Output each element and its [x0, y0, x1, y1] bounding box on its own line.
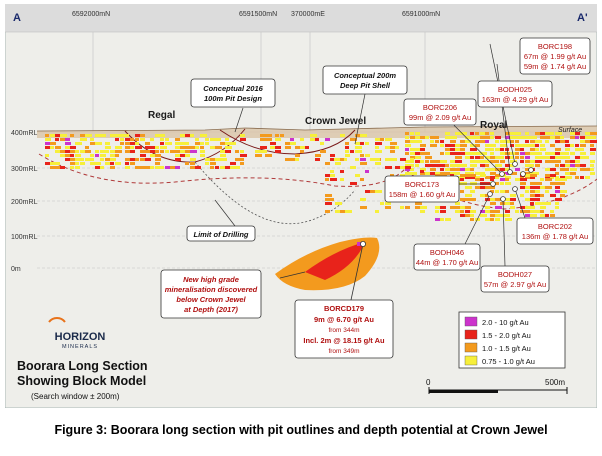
grid-label-100: 100mRL	[11, 234, 38, 241]
svg-text:at Depth (2017): at Depth (2017)	[184, 305, 238, 314]
svg-text:100m Pit Design: 100m Pit Design	[204, 94, 262, 103]
deposit-crown-jewel: Crown Jewel	[305, 116, 366, 127]
svg-text:New high grade: New high grade	[183, 275, 239, 284]
svg-text:Incl. 2m @ 18.15 g/t Au: Incl. 2m @ 18.15 g/t Au	[303, 336, 385, 345]
svg-text:BODH027: BODH027	[498, 270, 532, 279]
section-start-label: A	[13, 12, 21, 24]
long-section-figure: A A' 6592000mN 6591500mN 370000mE 659100…	[5, 4, 597, 408]
svg-text:67m @ 1.99 g/t Au: 67m @ 1.99 g/t Au	[524, 52, 586, 61]
svg-text:158m @ 1.60 g/t Au: 158m @ 1.60 g/t Au	[389, 190, 455, 199]
svg-text:BORC173: BORC173	[405, 180, 439, 189]
svg-text:Conceptual 200m: Conceptual 200m	[334, 71, 396, 80]
svg-text:59m @ 1.74 g/t Au: 59m @ 1.74 g/t Au	[524, 62, 586, 71]
svg-text:BORC202: BORC202	[538, 222, 572, 231]
title-line-2: Showing Block Model	[17, 374, 146, 388]
grid-label-top-2: 6591500mN	[239, 11, 277, 18]
svg-text:mineralisation discovered: mineralisation discovered	[165, 285, 258, 294]
callout-limit-of-drilling: Limit of Drilling	[186, 225, 256, 242]
grid-label-200: 200mRL	[11, 199, 38, 206]
callout-pit-200m: Conceptual 200m Deep Pit Shell	[322, 65, 408, 95]
section-end-label: A'	[577, 12, 588, 24]
surface-label: Surface	[558, 127, 582, 134]
svg-text:BODH046: BODH046	[430, 248, 464, 257]
svg-text:MINERALS: MINERALS	[62, 344, 98, 350]
hole-borc202: BORC202 136m @ 1.78 g/t Au	[516, 217, 594, 245]
hole-borc198: BORC198 67m @ 1.99 g/t Au 59m @ 1.74 g/t…	[519, 37, 591, 75]
grid-label-0: 0m	[11, 266, 21, 273]
svg-text:BORC198: BORC198	[538, 42, 572, 51]
horizon-logo: HORIZON MINERALS	[48, 317, 106, 350]
grid-label-top-4: 6591000mN	[402, 11, 440, 18]
hole-bodh046: BODH046 44m @ 1.70 g/t Au	[413, 243, 481, 271]
legend-label-2: 1.5 - 2.0 g/t Au	[482, 331, 531, 340]
legend-label-1: 2.0 - 10 g/t Au	[482, 318, 529, 327]
legend-swatch-2	[464, 329, 478, 340]
svg-text:Conceptual 2016: Conceptual 2016	[203, 84, 263, 93]
deposit-royal: Royal	[480, 120, 507, 131]
svg-text:BODH025: BODH025	[498, 85, 532, 94]
callout-new-high-grade: New high grade mineralisation discovered…	[160, 269, 262, 319]
svg-text:57m @ 2.97 g/t Au: 57m @ 2.97 g/t Au	[484, 280, 546, 289]
svg-text:44m @ 1.70 g/t Au: 44m @ 1.70 g/t Au	[416, 258, 478, 267]
title-line-1: Boorara Long Section	[17, 359, 148, 373]
legend-swatch-3	[464, 342, 478, 353]
title-line-3: (Search window ± 200m)	[31, 392, 120, 401]
svg-text:below Crown Jewel: below Crown Jewel	[176, 295, 246, 304]
pit-200m-shell	[38, 153, 597, 210]
hole-bodh027: BODH027 57m @ 2.97 g/t Au	[480, 265, 550, 293]
svg-text:from 344m: from 344m	[328, 327, 359, 334]
svg-text:BORC206: BORC206	[423, 103, 457, 112]
svg-text:BORCD179: BORCD179	[324, 304, 364, 313]
grid-label-300: 300mRL	[11, 166, 38, 173]
svg-text:from 349m: from 349m	[328, 348, 359, 355]
svg-text:Deep Pit Shell: Deep Pit Shell	[340, 81, 391, 90]
grid-label-top-3: 370000mE	[291, 11, 325, 18]
legend-swatch-1	[464, 316, 478, 327]
svg-text:163m @ 4.29 g/t Au: 163m @ 4.29 g/t Au	[482, 95, 548, 104]
svg-text:99m @ 2.09 g/t Au: 99m @ 2.09 g/t Au	[409, 113, 471, 122]
scale-bar: 0 500m	[426, 378, 568, 394]
svg-text:136m @ 1.78 g/t Au: 136m @ 1.78 g/t Au	[522, 232, 588, 241]
limit-of-drilling-line	[194, 161, 356, 225]
legend: 2.0 - 10 g/t Au 1.5 - 2.0 g/t Au 1.0 - 1…	[458, 311, 566, 369]
svg-text:HORIZON: HORIZON	[55, 331, 106, 343]
deposit-regal: Regal	[148, 110, 175, 121]
grid-label-400: 400mRL	[11, 130, 38, 137]
figure-caption: Figure 3: Boorara long section with pit …	[54, 423, 548, 437]
scale-end: 500m	[545, 378, 565, 387]
callout-pit-2016: Conceptual 2016 100m Pit Design	[190, 78, 276, 108]
svg-text:Limit of Drilling: Limit of Drilling	[194, 230, 249, 239]
hole-borc206: BORC206 99m @ 2.09 g/t Au	[403, 98, 477, 126]
block-model	[45, 132, 597, 221]
hole-borcd179: BORCD179 9m @ 6.70 g/t Au from 344m Incl…	[294, 299, 394, 359]
hole-borc173: BORC173 158m @ 1.60 g/t Au	[384, 175, 460, 203]
hole-bodh025: BODH025 163m @ 4.29 g/t Au	[477, 80, 553, 108]
legend-label-3: 1.0 - 1.5 g/t Au	[482, 344, 531, 353]
grid-label-top-1: 6592000mN	[72, 11, 110, 18]
legend-label-4: 0.75 - 1.0 g/t Au	[482, 357, 535, 366]
svg-text:9m @ 6.70 g/t Au: 9m @ 6.70 g/t Au	[314, 315, 374, 324]
legend-swatch-4	[464, 355, 478, 366]
scale-start: 0	[426, 378, 431, 387]
